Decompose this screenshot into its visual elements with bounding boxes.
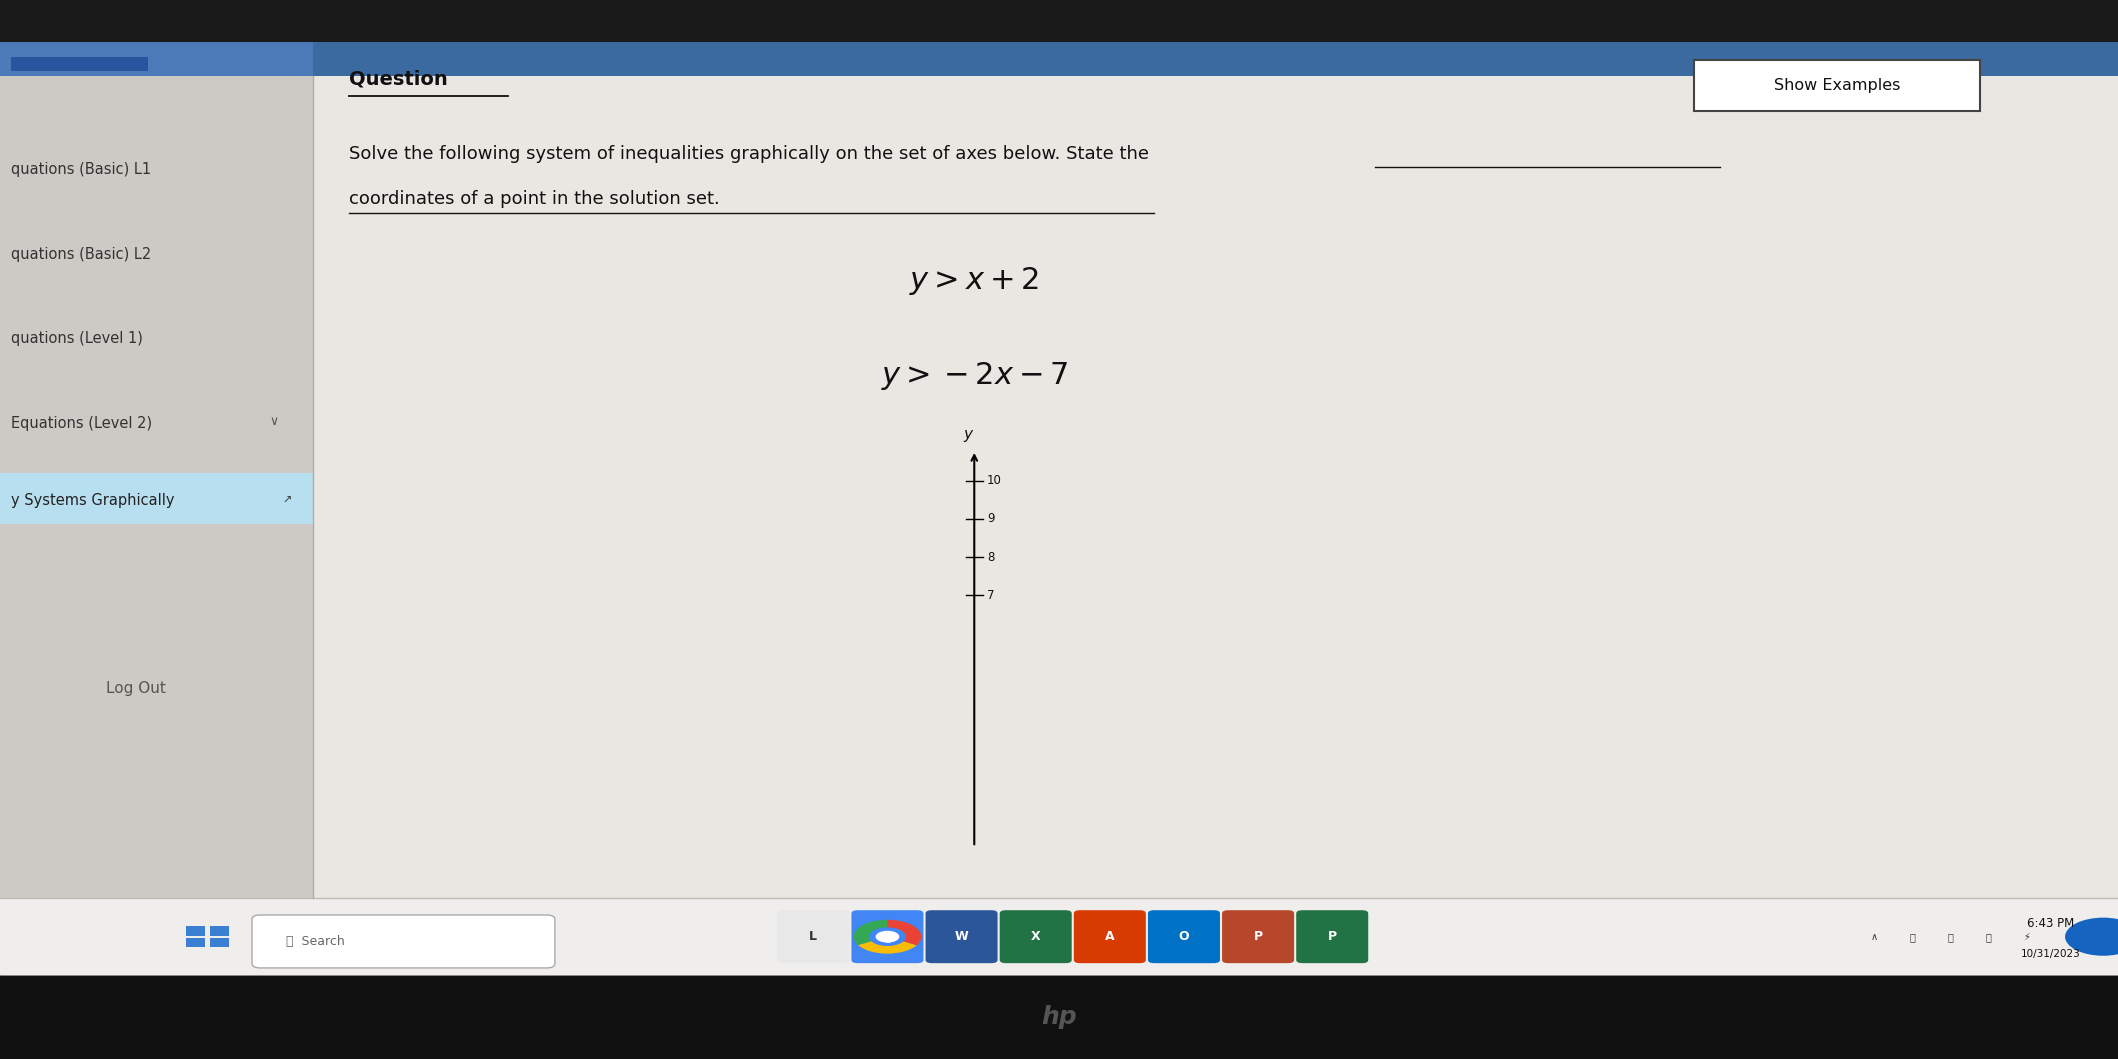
Text: 7: 7	[987, 589, 995, 602]
Text: Solve the following system of inequalities graphically on the set of axes below.: Solve the following system of inequaliti…	[349, 145, 1150, 162]
FancyBboxPatch shape	[777, 911, 849, 964]
FancyBboxPatch shape	[0, 473, 313, 524]
FancyBboxPatch shape	[1296, 911, 1368, 964]
Text: P: P	[1328, 930, 1336, 944]
Text: X: X	[1031, 930, 1040, 944]
Text: y: y	[964, 427, 972, 442]
Circle shape	[2065, 917, 2118, 955]
Text: 🔍  Search: 🔍 Search	[286, 935, 345, 948]
Text: quations (Basic) L2: quations (Basic) L2	[11, 247, 150, 262]
Text: hp: hp	[1042, 1005, 1076, 1028]
FancyBboxPatch shape	[210, 926, 229, 936]
FancyBboxPatch shape	[1694, 60, 1980, 111]
Text: A: A	[1106, 930, 1114, 944]
Text: ↗: ↗	[284, 496, 292, 506]
Text: quations (Level 1): quations (Level 1)	[11, 331, 142, 346]
Text: 9: 9	[987, 513, 995, 525]
Text: ⚡: ⚡	[2023, 932, 2031, 941]
Text: Show Examples: Show Examples	[1775, 78, 1900, 93]
Text: P: P	[1254, 930, 1262, 944]
FancyBboxPatch shape	[0, 898, 2118, 975]
Text: 6:43 PM: 6:43 PM	[2027, 917, 2074, 930]
Text: Question: Question	[349, 70, 449, 89]
FancyBboxPatch shape	[0, 42, 2118, 76]
Text: y Systems Graphically: y Systems Graphically	[11, 493, 174, 508]
Text: 🔔: 🔔	[1910, 932, 1915, 941]
FancyBboxPatch shape	[851, 911, 923, 964]
Text: $y > x + 2$: $y > x + 2$	[909, 265, 1040, 297]
FancyBboxPatch shape	[0, 42, 313, 76]
FancyBboxPatch shape	[1222, 911, 1294, 964]
Circle shape	[868, 928, 907, 946]
Text: 🔊: 🔊	[1987, 932, 1991, 941]
Text: W: W	[955, 930, 968, 944]
Text: 📶: 📶	[1949, 932, 1953, 941]
FancyBboxPatch shape	[186, 926, 205, 936]
Text: 10/31/2023: 10/31/2023	[2021, 949, 2080, 958]
FancyBboxPatch shape	[0, 76, 313, 898]
Text: 10: 10	[987, 474, 1002, 487]
Text: quations (Basic) L1: quations (Basic) L1	[11, 162, 150, 177]
Text: $y > -2x - 7$: $y > -2x - 7$	[881, 360, 1067, 392]
FancyBboxPatch shape	[313, 76, 2118, 898]
Wedge shape	[887, 919, 921, 945]
Text: O: O	[1178, 930, 1190, 944]
FancyBboxPatch shape	[1000, 911, 1072, 964]
Text: Log Out: Log Out	[106, 681, 165, 696]
Text: L: L	[809, 930, 818, 944]
FancyBboxPatch shape	[252, 915, 555, 968]
FancyBboxPatch shape	[210, 938, 229, 947]
Text: Equations (Level 2): Equations (Level 2)	[11, 416, 152, 431]
Text: coordinates of a point in the solution set.: coordinates of a point in the solution s…	[349, 191, 720, 208]
Text: ∧: ∧	[1870, 932, 1879, 941]
Wedge shape	[858, 936, 917, 953]
FancyBboxPatch shape	[186, 938, 205, 947]
FancyBboxPatch shape	[1074, 911, 1146, 964]
FancyBboxPatch shape	[0, 42, 2118, 974]
FancyBboxPatch shape	[11, 57, 148, 71]
Text: ∨: ∨	[269, 415, 277, 428]
Circle shape	[875, 931, 900, 943]
Text: ●: ●	[881, 930, 894, 944]
FancyBboxPatch shape	[0, 974, 2118, 1059]
Text: 8: 8	[987, 551, 993, 563]
Wedge shape	[854, 919, 887, 945]
FancyBboxPatch shape	[1148, 911, 1220, 964]
FancyBboxPatch shape	[926, 911, 998, 964]
